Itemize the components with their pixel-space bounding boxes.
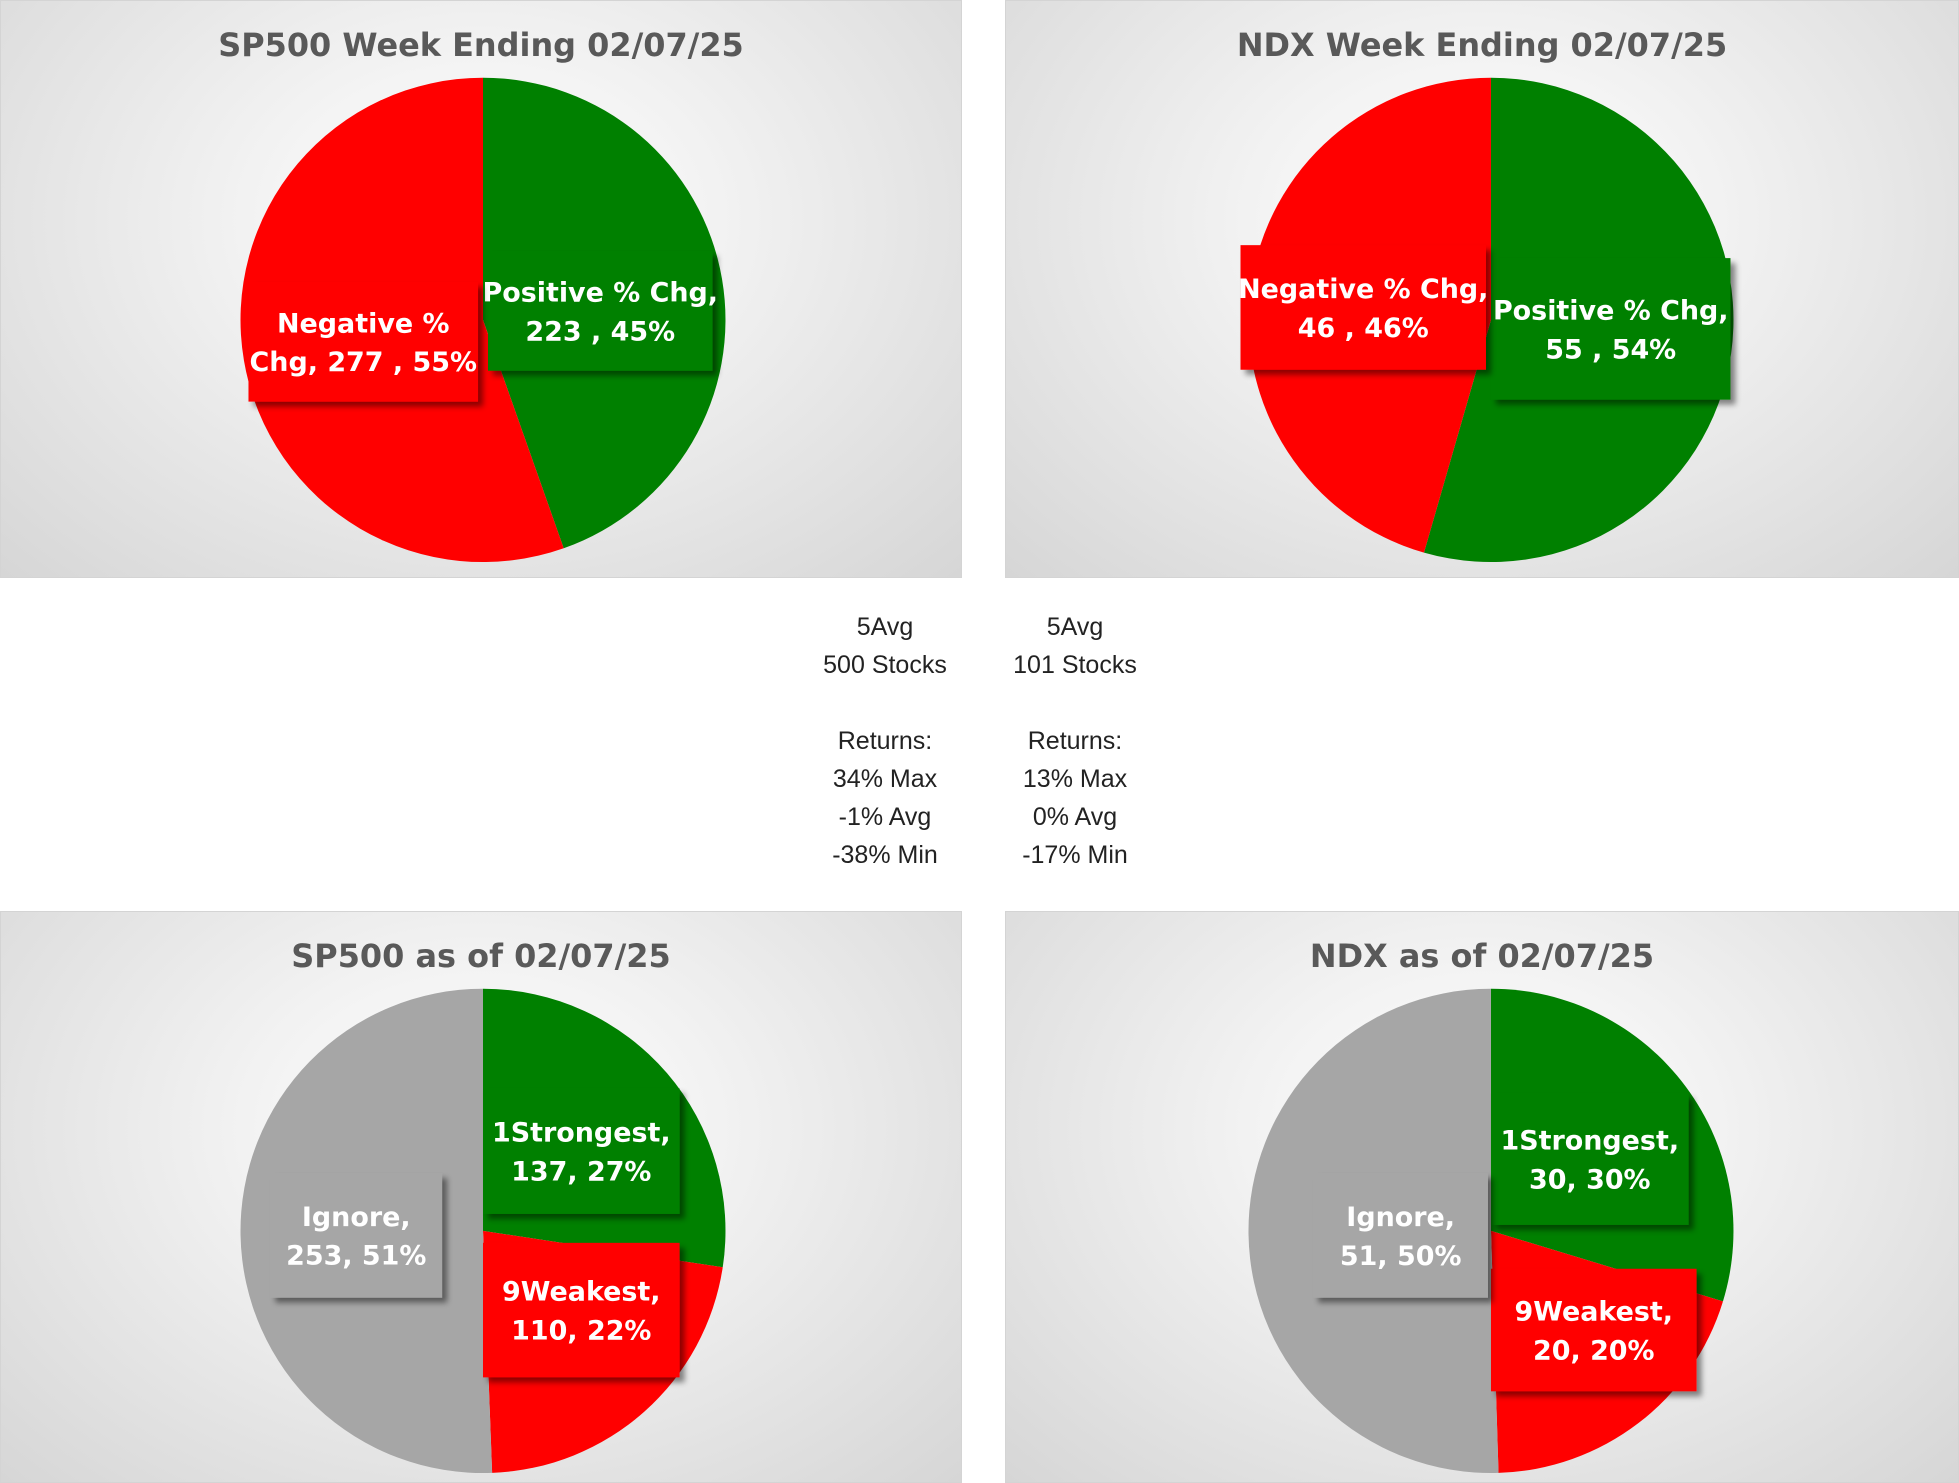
data-label-1strongest: 1Strongest, 137, 27% bbox=[482, 1088, 680, 1214]
data-label-text: 30, 30% bbox=[1529, 1165, 1651, 1196]
data-label-text: 253, 51% bbox=[286, 1241, 426, 1272]
chart-title: SP500 as of 02/07/25 bbox=[291, 937, 670, 975]
stats-line: -1% Avg bbox=[838, 803, 932, 831]
stats-line: 13% Max bbox=[1022, 765, 1128, 793]
data-label-text: 9Weakest, bbox=[1515, 1297, 1673, 1328]
data-label-positive-chg: Positive % Chg, 223 , 45% bbox=[482, 251, 718, 371]
stats-line: Returns: bbox=[1027, 727, 1123, 755]
data-label-text: 223 , 45% bbox=[525, 316, 675, 347]
ndx-week-pie-chart: NDX Week Ending 02/07/25 Positive % Chg, 5… bbox=[1005, 0, 1959, 578]
stats-line: 500 Stocks bbox=[823, 651, 947, 679]
data-label-text: Chg, 277 , 55% bbox=[250, 347, 477, 378]
data-label-positive-chg: Positive % Chg, 55 , 54% bbox=[1490, 258, 1731, 400]
stats-line: -17% Min bbox=[1022, 841, 1128, 869]
data-label-negative-chg: Negative % Chg, 46 , 46% bbox=[1238, 245, 1488, 370]
stats-line: 34% Max bbox=[832, 765, 938, 793]
data-label-text: 110, 22% bbox=[511, 1316, 651, 1347]
pie-svg: NDX Week Ending 02/07/25 Positive % Chg, 5… bbox=[1237, 26, 1734, 563]
data-label-box bbox=[482, 1242, 680, 1378]
data-label-text: Ignore, bbox=[302, 1202, 411, 1233]
pie-svg: SP500 Week Ending 02/07/25 Positive % Chg… bbox=[218, 26, 744, 563]
data-label-box bbox=[1490, 1268, 1697, 1392]
data-label-box bbox=[487, 251, 713, 371]
data-label-text: 20, 20% bbox=[1533, 1335, 1655, 1366]
data-label-box bbox=[1490, 1093, 1689, 1225]
data-label-box bbox=[1490, 258, 1731, 400]
pie-svg: SP500 as of 02/07/25 1Strongest, 137, 27% 9… bbox=[240, 937, 726, 1474]
data-label-text: Ignore, bbox=[1346, 1202, 1455, 1233]
sp500-week-pie-chart: SP500 Week Ending 02/07/25 Positive % Chg… bbox=[0, 0, 962, 578]
stats-line bbox=[980, 684, 1170, 722]
data-label-negative-chg: Negative % Chg, 277 , 55% bbox=[248, 282, 479, 402]
data-label-ignore: Ignore, 51, 50% bbox=[1313, 1173, 1488, 1298]
chart-title: NDX Week Ending 02/07/25 bbox=[1237, 26, 1727, 64]
data-label-text: 137, 27% bbox=[511, 1157, 651, 1188]
data-label-ignore: Ignore, 253, 51% bbox=[270, 1173, 443, 1298]
sp500-stats-block: 5Avg 500 Stocks Returns: 34% Max -1% Avg -38%… bbox=[790, 608, 980, 874]
data-label-text: Negative % bbox=[277, 308, 450, 339]
stats-line bbox=[790, 684, 980, 722]
data-label-box bbox=[248, 282, 479, 402]
ndx-asof-pie-chart: NDX as of 02/07/25 1Strongest, 30, 30% 9Wea… bbox=[1005, 911, 1959, 1483]
data-label-text: 9Weakest, bbox=[502, 1277, 660, 1308]
data-label-text: 1Strongest, bbox=[1500, 1126, 1679, 1157]
stats-line: -38% Min bbox=[832, 841, 938, 869]
data-label-box bbox=[270, 1173, 443, 1298]
data-label-1strongest: 1Strongest, 30, 30% bbox=[1490, 1093, 1689, 1225]
pie-svg: NDX as of 02/07/25 1Strongest, 30, 30% 9Wea… bbox=[1248, 937, 1734, 1474]
data-label-text: Positive % Chg, bbox=[1493, 295, 1729, 326]
data-label-9weakest: 9Weakest, 110, 22% bbox=[482, 1242, 680, 1378]
data-label-text: 1Strongest, bbox=[492, 1118, 671, 1149]
data-label-text: 51, 50% bbox=[1340, 1241, 1462, 1272]
stats-line: 0% Avg bbox=[1032, 803, 1118, 831]
chart-title: NDX as of 02/07/25 bbox=[1310, 937, 1654, 975]
stats-line: 101 Stocks bbox=[1013, 651, 1137, 679]
stats-line: 5Avg bbox=[1046, 613, 1104, 641]
data-label-box bbox=[482, 1088, 680, 1214]
stats-line: 5Avg bbox=[856, 613, 914, 641]
data-label-text: Positive % Chg, bbox=[482, 277, 718, 308]
data-label-box bbox=[1240, 245, 1486, 370]
chart-title: SP500 Week Ending 02/07/25 bbox=[218, 26, 744, 64]
sp500-asof-pie-chart: SP500 as of 02/07/25 1Strongest, 137, 27% 9… bbox=[0, 911, 962, 1483]
data-label-box bbox=[1313, 1173, 1488, 1298]
data-label-text: Negative % Chg, bbox=[1238, 274, 1488, 305]
data-label-9weakest: 9Weakest, 20, 20% bbox=[1490, 1268, 1697, 1392]
ndx-stats-block: 5Avg 101 Stocks Returns: 13% Max 0% Avg -17% … bbox=[980, 608, 1170, 874]
stats-line: Returns: bbox=[837, 727, 933, 755]
data-label-text: 55 , 54% bbox=[1545, 334, 1676, 365]
data-label-text: 46 , 46% bbox=[1298, 313, 1429, 344]
